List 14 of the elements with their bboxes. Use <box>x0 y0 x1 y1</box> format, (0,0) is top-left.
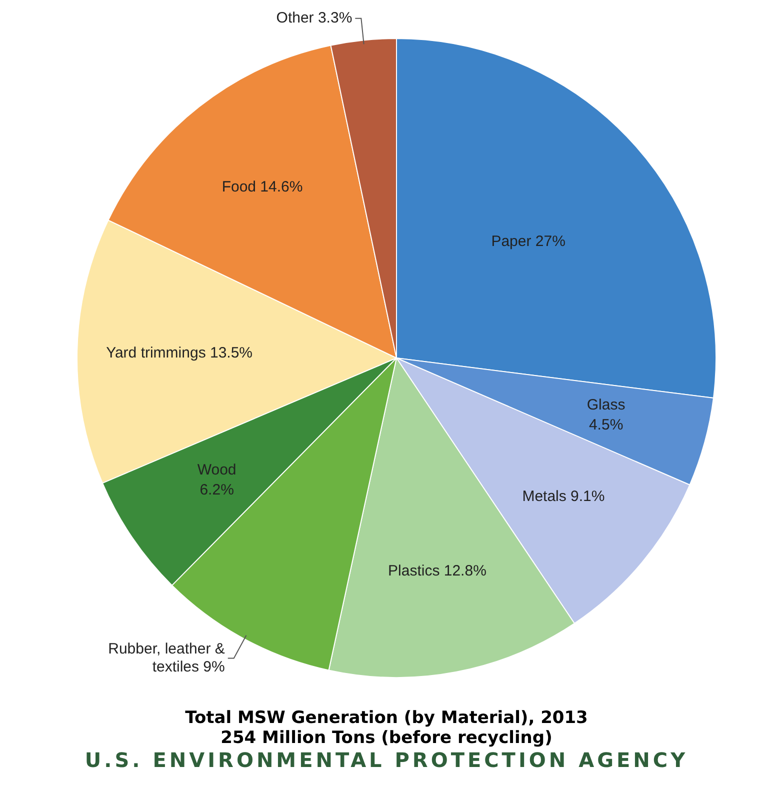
data-label: 6.2% <box>200 481 234 498</box>
text: Total MSW Generation (by Material), 2013 <box>184 708 589 728</box>
slice-label: Yard trimmings 13.5% <box>106 344 253 362</box>
slice-label: Rubber, leather & textiles 9% <box>108 640 225 676</box>
slice-label: Wood <box>197 461 236 478</box>
data-label: 4.5% <box>588 416 624 434</box>
slice-label: Other 3.3% <box>276 9 352 26</box>
text: 254 Million Tons (before recycling) <box>220 728 554 748</box>
slice-label: Metals 9.1% <box>522 488 605 506</box>
text: U.S. ENVIRONMENTAL PROTECTION AGENCY <box>84 748 690 772</box>
slice-label: Glass <box>586 396 626 414</box>
slice-label: Plastics 12.8% <box>388 562 486 580</box>
slice-label: Food 14.6% <box>222 178 303 196</box>
slice-label: Paper 27% <box>491 232 566 250</box>
